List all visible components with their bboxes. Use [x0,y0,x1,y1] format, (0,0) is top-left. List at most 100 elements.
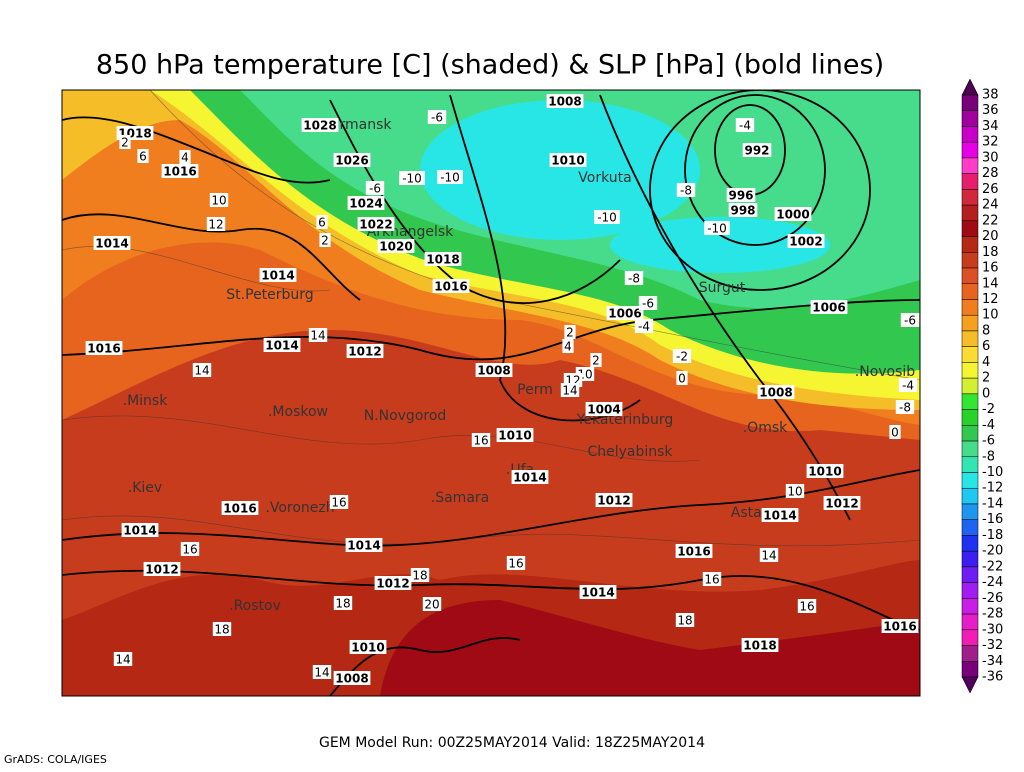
temperature-label: 0 [678,372,686,386]
temperature-label-box [506,556,526,570]
colorbar-label: 22 [982,213,999,228]
colorbar-label: 16 [982,261,999,276]
isobar-label: 1028 [303,119,336,133]
temperature-label-box [785,484,805,498]
colorbar-label: 26 [982,182,999,197]
colorbar-label: 30 [982,150,999,165]
colorbar-swatch [961,550,979,568]
colorbar-swatch [961,472,979,489]
temperature-label-box [308,328,328,342]
isobar-label: 1010 [808,465,841,479]
temperature-label-box [676,371,688,385]
colorbar-label: -20 [982,544,1003,559]
colorbar-label: 34 [982,119,999,134]
isobar-label: 998 [730,204,755,218]
colorbar-label: -32 [982,638,1003,653]
isobar-label-box [742,143,772,157]
isobar-label-box [585,402,623,416]
isobar-label-box [357,217,395,231]
colorbar-label: 2 [982,371,990,386]
temperature-label: 16 [799,600,814,614]
colorbar-swatch [961,267,979,285]
isobar-label-box [346,344,384,358]
isobar-label-box [263,338,301,352]
temperature-label: 6 [139,150,147,164]
isobar-label-box [741,638,779,652]
isobar-label-box [595,493,633,507]
isobar-label: 1008 [759,386,792,400]
title: 850 hPa temperature [C] (shaded) & SLP [… [96,50,884,81]
isobar-label-box [496,428,534,442]
temperature-label-box [212,622,232,636]
isobar-label-box [546,94,584,108]
isobar-label-box [377,239,415,253]
isobar-label: 1012 [597,494,630,508]
colorbar-swatch [961,110,979,127]
temperature-label-box [209,193,229,207]
shade [420,100,700,240]
isobar-label-box [121,523,159,537]
isobar-label: 1010 [351,641,384,655]
colorbar-swatch [961,236,979,253]
temperature-label: 18 [214,623,229,637]
city-label: .Minsk [123,393,169,409]
colorbar-swatch [961,252,979,269]
temperature-label-box [399,171,425,185]
temperature-label: 4 [564,340,572,354]
city-label: N.Novgorod [364,408,447,424]
colorbar-swatch [961,409,979,426]
temperature-label: -4 [638,320,650,334]
isobar-label-box [774,207,812,221]
isobar-label: 1014 [347,539,380,553]
city-label: St.Peterburg [226,287,313,303]
isobar-label-box [221,501,259,515]
colorbar-swatch [961,346,979,363]
shade [610,217,830,273]
temperature-label: -10 [402,172,422,186]
colorbar-label: 10 [982,308,999,323]
isobar-label-box [347,196,385,210]
colorbar-swatch [961,440,979,458]
city-label: .Kiev [128,480,162,496]
temperature-label-box [422,597,442,611]
colorbar-label: 32 [982,135,999,150]
temperature-label: 16 [704,573,719,587]
isobar-label-box [761,508,799,522]
colorbar-swatch [961,393,979,410]
colorbar-swatch [961,157,979,174]
temperature-label-box [624,271,644,285]
colorbar-label: -2 [982,402,995,417]
isobar-label: 1012 [145,563,178,577]
colorbar-swatch [961,598,979,615]
temperature-label: -6 [369,182,381,196]
isobar-label: 1012 [825,497,858,511]
temperature-label: 18 [677,614,692,628]
colorbar-label: -4 [982,418,995,433]
temperature-label-box [119,135,131,149]
isobar-label: 1014 [513,471,546,485]
colorbar-swatch [961,78,979,96]
isobar-label: 1010 [551,154,584,168]
temperature-label-box [590,353,602,367]
isobar-label-box [301,118,339,132]
colorbar-swatch [961,283,979,300]
isobar-label: 1014 [581,586,614,600]
temperature-label-box [676,183,696,197]
temperature-label-box [410,568,430,582]
isobar-label-box [161,164,199,178]
isotherm [62,90,920,547]
temperature-label-box [672,349,692,363]
colorbar-swatch [961,661,979,678]
temperature-label: 18 [335,597,350,611]
isobar-label: 1006 [608,307,641,321]
isobar-label: 1016 [434,280,467,294]
city-label: Perm [517,382,553,398]
colorbar-label: 36 [982,103,999,118]
colorbar: 38363432302826242220181614121086420-2-4-… [961,78,1003,694]
map [62,90,920,696]
isobar-label: 1022 [359,218,392,232]
temperature-label: -6 [904,314,916,328]
colorbar-label: -34 [982,654,1003,669]
isobar-label-box [606,306,644,320]
temperature-label: -10 [440,171,460,185]
